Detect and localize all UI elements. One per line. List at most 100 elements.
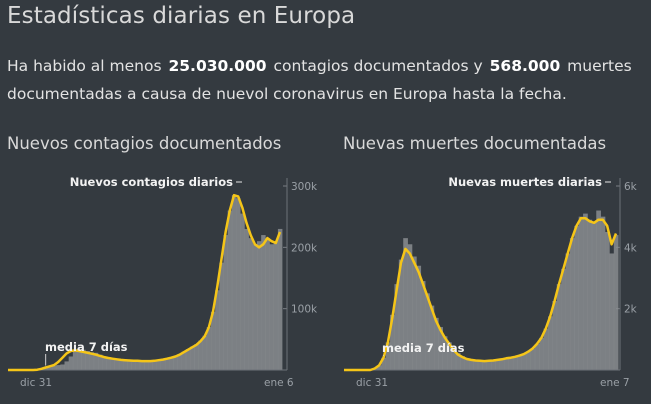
deaths-daily-bar xyxy=(495,359,501,370)
deaths-daily-bar xyxy=(412,256,417,370)
deaths-y-tick-label: 6k xyxy=(624,181,638,193)
cases-daily-bar xyxy=(131,360,136,370)
cases-avg-line xyxy=(8,193,282,372)
cases-daily-bar xyxy=(56,365,61,370)
cases-daily-bar xyxy=(106,357,111,370)
cases-y-tick-label: 100k xyxy=(291,304,318,316)
deaths-daily-bar xyxy=(534,343,540,370)
cases-chart-title: Nuevos contagios documentados xyxy=(7,134,282,153)
cases-daily-bar xyxy=(181,351,187,370)
deaths-avg-line xyxy=(344,216,618,372)
page-title: Estadísticas diarias en Europa xyxy=(7,3,356,29)
deaths-daily-bar xyxy=(578,216,584,370)
cases-daily-bar xyxy=(231,195,237,370)
cases-daily-bar xyxy=(97,354,103,370)
cases-daily-bar xyxy=(47,366,53,370)
cases-daily-bar xyxy=(215,290,220,370)
deaths-daily-bar xyxy=(447,342,452,370)
deaths-daily-bar xyxy=(460,356,465,370)
summary-part-1: Ha habido al menos xyxy=(7,57,167,75)
cases-daily-bar xyxy=(102,356,107,370)
deaths-daily-bar xyxy=(556,284,562,370)
cases-daily-bar xyxy=(110,358,116,370)
cases-daily-bar xyxy=(144,361,149,370)
deaths-daily-bar xyxy=(490,360,496,370)
deaths-daily-bar xyxy=(539,337,544,370)
deaths-daily-bar xyxy=(543,328,549,370)
deaths-chart-title: Nuevas muertes documentadas xyxy=(343,134,607,153)
cases-daily-bar xyxy=(135,361,141,370)
deaths-daily-bar xyxy=(517,355,522,370)
cases-daily-bar xyxy=(152,360,157,370)
cases-daily-bar xyxy=(93,352,99,370)
cases-daily-bar xyxy=(190,346,195,370)
deaths-daily-bar xyxy=(416,265,422,370)
cases-daily-bar xyxy=(173,356,178,370)
cases-daily-bar xyxy=(194,344,199,370)
cases-daily-bar xyxy=(227,210,233,370)
cases-daily-bar xyxy=(265,238,270,370)
cases-daily-bar xyxy=(240,213,245,370)
deaths-daily-bar xyxy=(469,359,474,370)
deaths-daily-bar xyxy=(548,316,553,370)
deaths-daily-bar xyxy=(508,357,514,370)
deaths-daily-bar xyxy=(455,353,461,370)
deaths-total: 568.000 xyxy=(489,57,561,75)
deaths-daily-bar xyxy=(486,360,492,370)
deaths-daily-bar xyxy=(398,259,404,370)
summary-part-3: muertes documentadas a causa de nuevol c… xyxy=(7,57,632,103)
cases-daily-bar xyxy=(252,244,258,370)
deaths-daily-bar xyxy=(433,317,439,370)
cases-daily-bar xyxy=(89,352,95,370)
cases-daily-bar xyxy=(269,244,275,370)
deaths-y-tick-label: 4k xyxy=(624,242,638,254)
deaths-daily-bar xyxy=(403,238,408,370)
cases-daily-bar xyxy=(210,311,216,370)
cases-daily-bar xyxy=(51,365,57,370)
cases-daily-bar xyxy=(139,361,145,370)
cases-x-tick-label: ene 6 xyxy=(264,377,294,389)
cases-daily-bar xyxy=(114,358,120,370)
cases-daily-bar xyxy=(85,350,90,370)
deaths-daily-bar xyxy=(591,222,597,370)
cases-daily-bar xyxy=(64,361,69,370)
cases-daily-bar xyxy=(60,364,65,370)
summary-text: Ha habido al menos 25.030.000 contagios … xyxy=(7,52,637,108)
cases-daily-bar xyxy=(202,335,208,370)
deaths-daily-bar xyxy=(605,232,610,370)
deaths-daily-bar xyxy=(477,360,483,370)
cases-daily-bar xyxy=(261,235,266,370)
deaths-daily-bar xyxy=(425,293,430,370)
deaths-daily-bar xyxy=(613,235,619,370)
cases-daily-bar xyxy=(160,359,166,370)
deaths-daily-bar xyxy=(574,225,580,370)
cases-daily-bar xyxy=(256,241,262,370)
deaths-daily-label: Nuevas muertes diarias xyxy=(448,175,602,189)
deaths-daily-bar xyxy=(394,284,400,370)
cases-daily-bar xyxy=(72,350,78,370)
deaths-daily-bar xyxy=(499,359,505,370)
deaths-daily-bar xyxy=(438,327,444,370)
cases-daily-bar xyxy=(68,356,74,370)
deaths-daily-bar xyxy=(464,358,470,370)
deaths-daily-bar xyxy=(583,213,588,370)
cases-total: 25.030.000 xyxy=(168,57,267,75)
deaths-daily-bar xyxy=(504,358,509,370)
deaths-y-tick-label: 2k xyxy=(624,304,638,316)
deaths-daily-bar xyxy=(473,360,479,370)
cases-daily-bar xyxy=(127,360,132,370)
cases-daily-bar xyxy=(248,238,254,370)
deaths-daily-bar xyxy=(600,216,606,370)
deaths-daily-bar xyxy=(376,365,382,370)
cases-daily-bar xyxy=(118,359,124,370)
deaths-daily-bar xyxy=(565,253,571,370)
deaths-daily-bar xyxy=(530,348,536,370)
cases-daily-bar xyxy=(273,241,279,370)
deaths-daily-bar xyxy=(390,314,395,370)
deaths-daily-bar xyxy=(381,357,386,370)
deaths-daily-bar xyxy=(442,336,448,370)
deaths-x-tick-label: ene 7 xyxy=(600,377,630,389)
cases-daily-bar xyxy=(185,349,191,370)
deaths-x-tick-label: dic 31 xyxy=(356,377,388,389)
deaths-daily-bar xyxy=(569,238,575,370)
